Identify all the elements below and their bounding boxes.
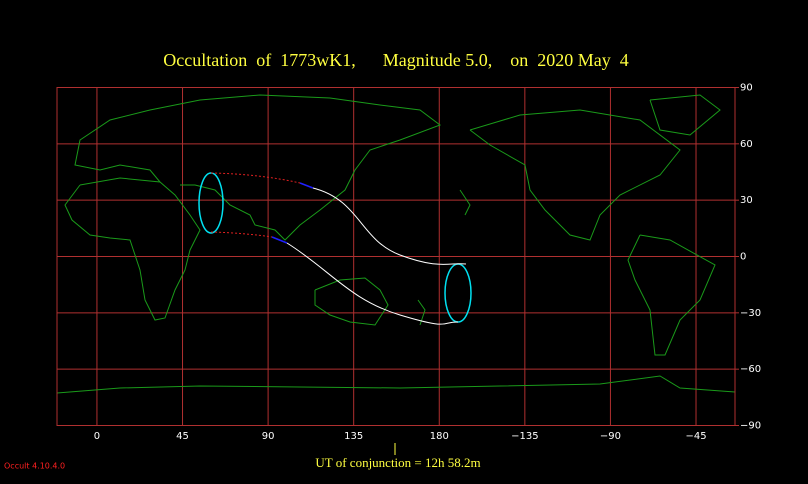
- x-tick-label: 45: [176, 431, 189, 442]
- x-tick-label: 180: [430, 431, 449, 442]
- coastlines: [56, 94, 736, 394]
- y-tick-label: −30: [740, 308, 761, 319]
- x-tick-label: −90: [600, 431, 621, 442]
- y-tick-label: 30: [740, 195, 753, 206]
- y-tick-label: 90: [740, 83, 753, 94]
- title: Occultation of 1773wK1, Magnitude 5.0, o…: [163, 50, 628, 70]
- grid: [57, 87, 735, 426]
- x-tick-label: 90: [262, 431, 275, 442]
- y-tick-label: −60: [740, 364, 761, 375]
- occultation-path: [198, 172, 472, 325]
- version-label: Occult 4.10.4.0: [4, 462, 65, 471]
- x-tick-label: −135: [511, 431, 538, 442]
- y-tick-label: −90: [740, 421, 761, 432]
- footer: UT of conjunction = 12h 58.2m: [315, 455, 480, 470]
- y-tick-label: 0: [740, 252, 746, 263]
- x-tick-label: −45: [685, 431, 706, 442]
- x-tick-label: 0: [94, 431, 100, 442]
- x-tick-label: 135: [344, 431, 363, 442]
- y-tick-label: 60: [740, 139, 753, 150]
